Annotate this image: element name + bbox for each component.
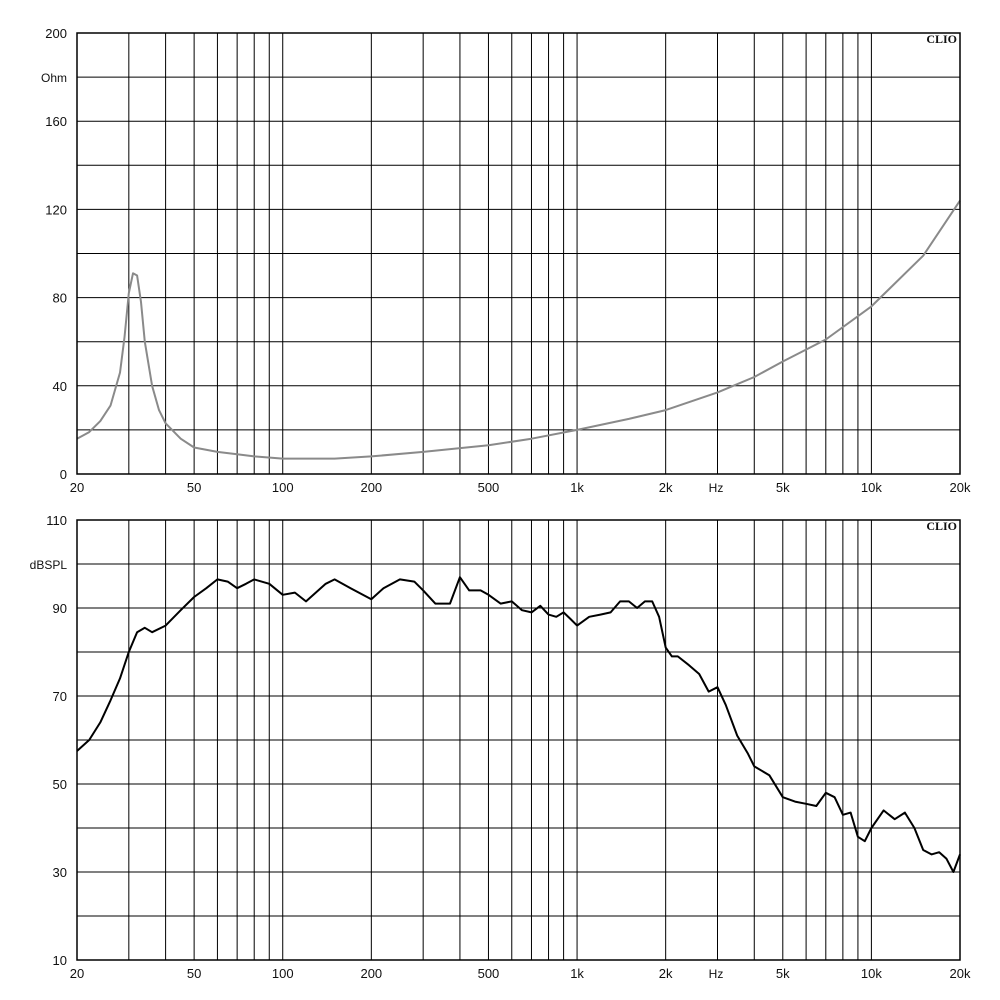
impedance-chart: Ohm Hz CLIO 200 160 120 80 40 0 20 50 100 200 500… bbox=[41, 26, 971, 495]
impedance-curve bbox=[76, 200, 961, 460]
spl-curve bbox=[76, 576, 961, 873]
x-tick-label: 500 bbox=[478, 966, 500, 981]
x-tick-label: 50 bbox=[187, 480, 201, 495]
y-tick-label: 120 bbox=[45, 202, 67, 217]
clio-brand-label: CLIO bbox=[926, 519, 957, 533]
y-tick-label: 0 bbox=[60, 467, 67, 482]
y-tick-label: 110 bbox=[46, 513, 67, 528]
x-tick-label: 200 bbox=[360, 966, 382, 981]
x-axis-unit-label: Hz bbox=[709, 967, 724, 981]
y-tick-label: 30 bbox=[53, 865, 67, 880]
y-tick-label: 70 bbox=[53, 689, 67, 704]
spl-chart: dBSPL Hz CLIO 110 90 70 50 30 10 20 50 100 200 50… bbox=[30, 513, 971, 981]
y-tick-label: 200 bbox=[45, 26, 67, 41]
y-tick-label: 80 bbox=[53, 291, 67, 306]
x-tick-label: 50 bbox=[187, 966, 201, 981]
x-tick-label: 200 bbox=[360, 480, 382, 495]
x-tick-label: 2k bbox=[659, 480, 673, 495]
y-tick-label: 40 bbox=[53, 379, 67, 394]
y-tick-label: 90 bbox=[53, 601, 67, 616]
x-tick-label: 20k bbox=[950, 966, 971, 981]
x-tick-label: 100 bbox=[272, 966, 294, 981]
x-tick-label: 1k bbox=[570, 966, 584, 981]
x-tick-label: 1k bbox=[570, 480, 584, 495]
x-tick-label: 5k bbox=[776, 966, 790, 981]
plot-frame bbox=[76, 519, 961, 961]
x-axis-unit-label: Hz bbox=[709, 481, 724, 495]
y-tick-label: 10 bbox=[53, 953, 67, 968]
x-tick-label: 5k bbox=[776, 480, 790, 495]
y-tick-label: 160 bbox=[45, 114, 67, 129]
x-tick-label: 10k bbox=[861, 480, 882, 495]
x-tick-label: 20k bbox=[950, 480, 971, 495]
y-tick-label: 50 bbox=[53, 777, 67, 792]
clio-brand-label: CLIO bbox=[926, 32, 957, 46]
x-tick-label: 100 bbox=[272, 480, 294, 495]
x-tick-label: 20 bbox=[70, 480, 84, 495]
plot-frame bbox=[76, 32, 961, 475]
x-tick-label: 2k bbox=[659, 966, 673, 981]
x-tick-label: 10k bbox=[861, 966, 882, 981]
y-axis-unit-label: Ohm bbox=[41, 71, 67, 85]
y-axis-unit-label: dBSPL bbox=[30, 558, 68, 572]
x-tick-label: 20 bbox=[70, 966, 84, 981]
x-tick-label: 500 bbox=[478, 480, 500, 495]
